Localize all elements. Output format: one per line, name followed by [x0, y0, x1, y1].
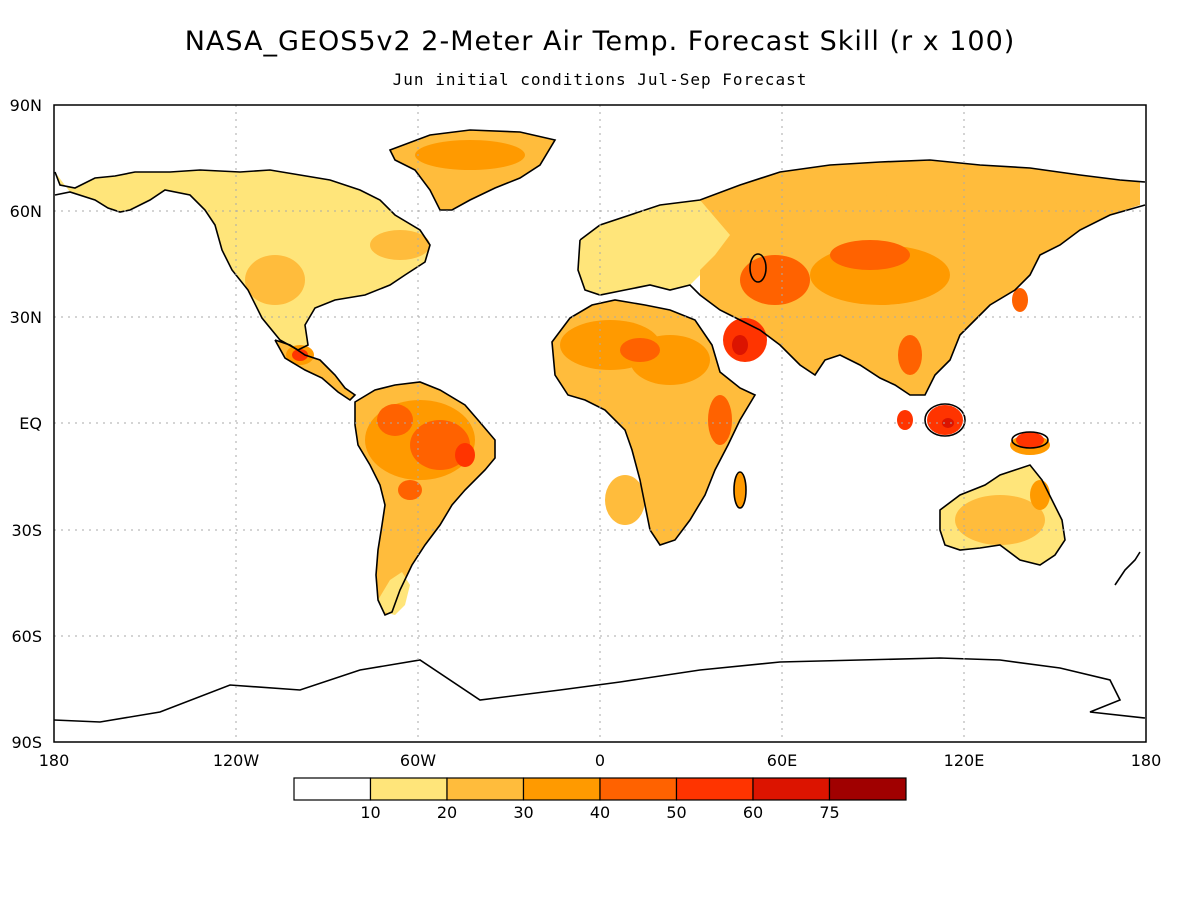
skill-fill-layer	[55, 130, 1140, 615]
y-tick-label: 60N	[10, 202, 42, 221]
legend-box-5	[675, 777, 754, 801]
x-tick-label: 180	[39, 751, 70, 770]
legend-label: 50	[666, 803, 686, 822]
y-tick-label: 30S	[11, 521, 42, 540]
skill-level-75	[732, 335, 954, 428]
north-america-fill	[55, 170, 430, 350]
legend-label: 75	[819, 803, 839, 822]
x-tick-label: 60E	[767, 751, 797, 770]
legend-label: 10	[360, 803, 380, 822]
y-axis-labels: 90N 60N 30N EQ 30S 60S 90S	[10, 96, 42, 752]
legend-box-3	[522, 777, 601, 801]
legend-box-2	[446, 777, 525, 801]
legend-label: 30	[513, 803, 533, 822]
legend-label: 20	[437, 803, 457, 822]
legend-box-4	[599, 777, 678, 801]
map-grid	[54, 105, 1146, 742]
skill-level-50	[377, 240, 1028, 500]
x-tick-label: 60W	[400, 751, 436, 770]
legend-label: 60	[743, 803, 763, 822]
legend-box-6	[752, 777, 831, 801]
legend-box-7	[828, 777, 907, 801]
coastlines	[54, 129, 1146, 723]
patagonia-fill	[378, 572, 410, 615]
page-title: NASA_GEOS5v2 2-Meter Air Temp. Forecast …	[184, 26, 1016, 57]
x-axis-labels: 180 120W 60W 0 60E 120E 180	[39, 751, 1162, 770]
y-tick-label: 90S	[11, 733, 42, 752]
color-legend	[293, 777, 907, 801]
x-tick-label: 120W	[213, 751, 260, 770]
y-tick-label: 60S	[11, 627, 42, 646]
legend-box-1	[369, 777, 448, 801]
page-subtitle: Jun initial conditions Jul-Sep Forecast	[392, 70, 808, 89]
x-tick-label: 120E	[944, 751, 985, 770]
y-tick-label: 90N	[10, 96, 42, 115]
legend-label: 40	[590, 803, 610, 822]
x-tick-label: 180	[1131, 751, 1162, 770]
skill-level-30	[245, 140, 1060, 545]
y-tick-label: 30N	[10, 308, 42, 327]
y-tick-label: EQ	[19, 414, 42, 433]
map-frame	[53, 104, 1147, 743]
x-tick-label: 0	[595, 751, 605, 770]
legend-box-0	[293, 777, 372, 801]
legend-labels: 10 20 30 40 50 60 75	[360, 803, 839, 822]
